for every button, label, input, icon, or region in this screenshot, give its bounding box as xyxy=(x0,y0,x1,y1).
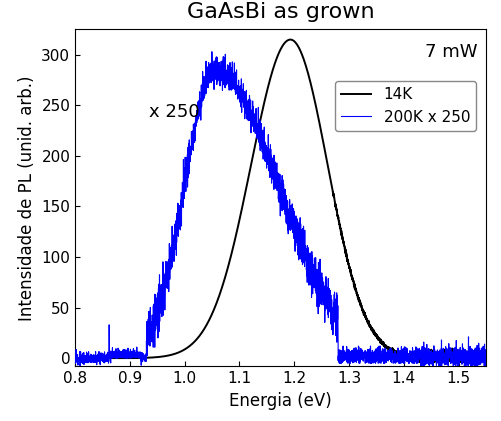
Title: GaAsBi as grown: GaAsBi as grown xyxy=(187,3,374,22)
200K x 250 xyxy=(72,354,78,359)
200K x 250 xyxy=(450,355,456,360)
Line: 200K x 250: 200K x 250 xyxy=(75,52,486,366)
14K xyxy=(450,357,456,362)
14K xyxy=(288,37,294,42)
X-axis label: Energia (eV): Energia (eV) xyxy=(229,392,332,410)
14K xyxy=(244,178,250,183)
14K xyxy=(371,329,377,334)
14K xyxy=(483,350,489,355)
200K x 250 xyxy=(470,360,476,365)
200K x 250 xyxy=(371,358,377,363)
200K x 250 xyxy=(268,159,274,164)
14K xyxy=(72,356,78,361)
200K x 250 xyxy=(77,364,83,369)
Text: 7 mW: 7 mW xyxy=(425,43,478,61)
Y-axis label: Intensidade de PL (unid. arb.): Intensidade de PL (unid. arb.) xyxy=(18,75,36,321)
14K xyxy=(248,162,254,167)
200K x 250 xyxy=(245,106,251,111)
200K x 250 xyxy=(248,109,254,115)
14K xyxy=(416,360,422,365)
Text: x 250: x 250 xyxy=(149,104,200,122)
200K x 250 xyxy=(209,49,215,54)
Line: 14K: 14K xyxy=(75,40,486,362)
Legend: 14K, 200K x 250: 14K, 200K x 250 xyxy=(335,81,476,131)
14K xyxy=(470,360,476,365)
14K xyxy=(268,76,274,81)
200K x 250 xyxy=(483,352,489,357)
